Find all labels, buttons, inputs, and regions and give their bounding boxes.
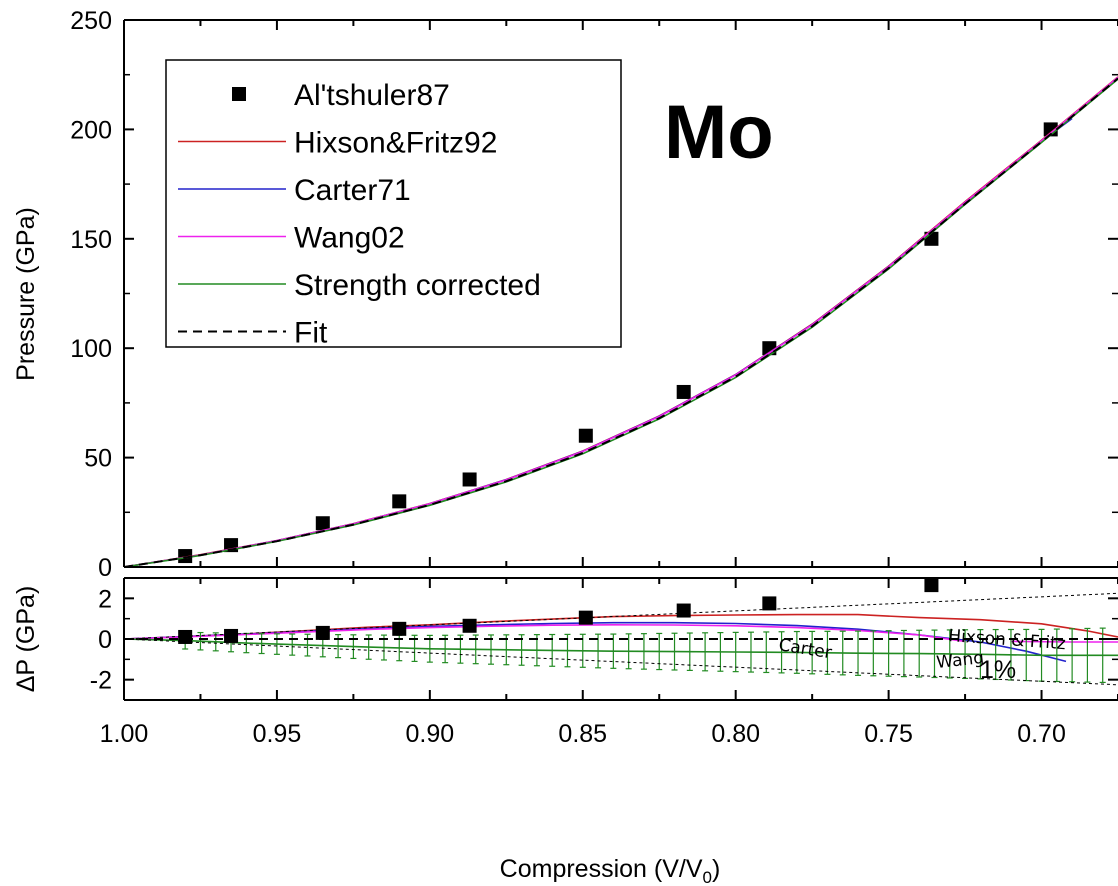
strength-error-bar xyxy=(885,630,892,677)
strength-error-bar xyxy=(809,630,816,675)
x-axis-title-subscript: 0 xyxy=(703,868,712,886)
y-axis-title-bottom: ΔP (GPa) xyxy=(12,586,40,693)
al-tshuler87-point-3 xyxy=(392,494,407,509)
legend-entry-strength-corrected: Strength corrected xyxy=(178,269,541,302)
y-axis-title-top: Pressure (GPa) xyxy=(12,207,40,381)
y-tick-label-top: 250 xyxy=(70,7,112,35)
strength-error-bar xyxy=(197,631,204,651)
strength-error-bar xyxy=(702,632,709,672)
delta-carter71-line xyxy=(124,621,1067,663)
strength-error-bar xyxy=(289,633,296,656)
y-tick-label-top: 200 xyxy=(70,116,112,144)
x-tick-label: 0.85 xyxy=(558,720,607,748)
x-tick-label: 0.80 xyxy=(711,720,760,748)
delta-pressure-panel xyxy=(124,592,1118,686)
strength-error-bar xyxy=(717,631,724,672)
al-tshuler87-point-6 xyxy=(676,384,691,399)
strength-error-bar xyxy=(732,631,739,673)
legend-label: Fit xyxy=(294,317,328,350)
al-tshuler87-point-7 xyxy=(762,341,777,356)
strength-error-bar xyxy=(1069,628,1076,683)
strength-error-bar xyxy=(304,633,311,657)
legend-entry-wang02: Wang02 xyxy=(178,222,405,255)
delta-al-tshuler87-point-8 xyxy=(924,578,939,593)
strength-error-bar xyxy=(610,633,617,669)
carter-annotation: Carter xyxy=(777,635,833,663)
delta-1-bound-line xyxy=(124,592,1118,640)
strength-error-bar xyxy=(212,632,219,652)
element-label: Mo xyxy=(664,90,774,175)
x-axis-title-main: Compression (V/V xyxy=(500,855,703,883)
strength-error-bar xyxy=(778,631,785,674)
y-tick-label-top: 100 xyxy=(70,335,112,363)
delta-al-tshuler87-point-4 xyxy=(462,618,477,633)
wang-annotation: Wang xyxy=(935,648,985,673)
y-tick-label-top: 0 xyxy=(98,554,112,582)
delta-al-tshuler87-point-7 xyxy=(762,596,777,611)
bottom-panel-ticks: 2 0 -2 1.00 0.95 0.90 0.85 0.80 0.75 0.70 xyxy=(90,578,1118,748)
legend-entry-carter71: Carter71 xyxy=(178,174,411,207)
al-tshuler87-point-5 xyxy=(578,428,593,443)
strength-error-bar xyxy=(946,629,953,679)
legend-label: Hixson&Fritz92 xyxy=(294,127,497,160)
x-axis-title: Compression (V/V0) xyxy=(500,855,721,886)
strength-error-bar xyxy=(1099,627,1106,684)
strength-error-bar xyxy=(839,630,846,676)
legend-label: Carter71 xyxy=(294,174,411,207)
strength-error-bar xyxy=(671,632,678,671)
strength-error-bar xyxy=(870,630,877,677)
pressure-panel xyxy=(124,76,1118,567)
x-tick-label: 0.75 xyxy=(864,720,913,748)
y-tick-label-top: 150 xyxy=(70,226,112,254)
delta-al-tshuler87-point-2 xyxy=(315,625,330,640)
strength-error-bar xyxy=(258,633,265,655)
strength-error-bar xyxy=(855,630,862,676)
x-tick-label: 0.70 xyxy=(1017,720,1066,748)
strength-error-bar xyxy=(1084,627,1091,683)
y-tick-label-bottom: 0 xyxy=(98,626,112,654)
strength-error-bar xyxy=(625,633,632,670)
legend-entry-fit: Fit xyxy=(178,317,328,350)
delta-al-tshuler87-point-3 xyxy=(392,621,407,636)
strength-error-bar xyxy=(640,633,647,670)
strength-error-bar xyxy=(793,630,800,674)
strength-error-bar xyxy=(824,630,831,675)
delta-1-bound-line xyxy=(124,638,1118,686)
legend-label: Wang02 xyxy=(294,222,405,255)
al-tshuler87-point-0 xyxy=(178,549,193,564)
delta-al-tshuler87-point-1 xyxy=(224,628,239,643)
one-percent-annotation: 1% xyxy=(980,656,1016,684)
x-tick-label: 0.95 xyxy=(253,720,302,748)
legend-label: Al'tshuler87 xyxy=(294,79,450,112)
strength-error-bar xyxy=(747,631,754,673)
strength-error-bar xyxy=(273,633,280,655)
y-tick-label-bottom: -2 xyxy=(90,667,112,695)
x-tick-label: 0.90 xyxy=(406,720,455,748)
legend-entry-hixson-fritz92: Hixson&Fritz92 xyxy=(178,127,497,160)
legend-marker xyxy=(232,87,246,101)
strength-error-bar xyxy=(595,633,602,669)
y-tick-label-bottom: 2 xyxy=(98,585,112,613)
fit-line xyxy=(124,77,1118,567)
top-panel-ticks: 0 50 100 150 200 250 xyxy=(70,7,1118,582)
legend-box xyxy=(165,59,622,348)
x-tick-label: 1.00 xyxy=(100,720,149,748)
delta-wang02-line xyxy=(124,623,966,643)
legend-entry-al-tshuler87: Al'tshuler87 xyxy=(232,79,450,112)
delta-al-tshuler87-point-6 xyxy=(676,603,691,618)
al-tshuler87-point-4 xyxy=(462,472,477,487)
strength-error-bar xyxy=(686,632,693,671)
strength-error-bar xyxy=(962,629,969,680)
legend: Al'tshuler87 Hixson&Fritz92 Carter71 Wang02… xyxy=(165,59,622,350)
legend-label: Strength corrected xyxy=(294,269,541,302)
strength-error-bar xyxy=(763,631,770,674)
strength-error-bar xyxy=(931,629,938,679)
strength-error-bar xyxy=(900,629,907,678)
delta-al-tshuler87-point-0 xyxy=(178,629,193,644)
y-tick-label-top: 50 xyxy=(84,445,112,473)
delta-al-tshuler87-point-5 xyxy=(578,610,593,625)
x-axis-title-close: ) xyxy=(712,855,720,883)
al-tshuler87-point-2 xyxy=(315,516,330,531)
